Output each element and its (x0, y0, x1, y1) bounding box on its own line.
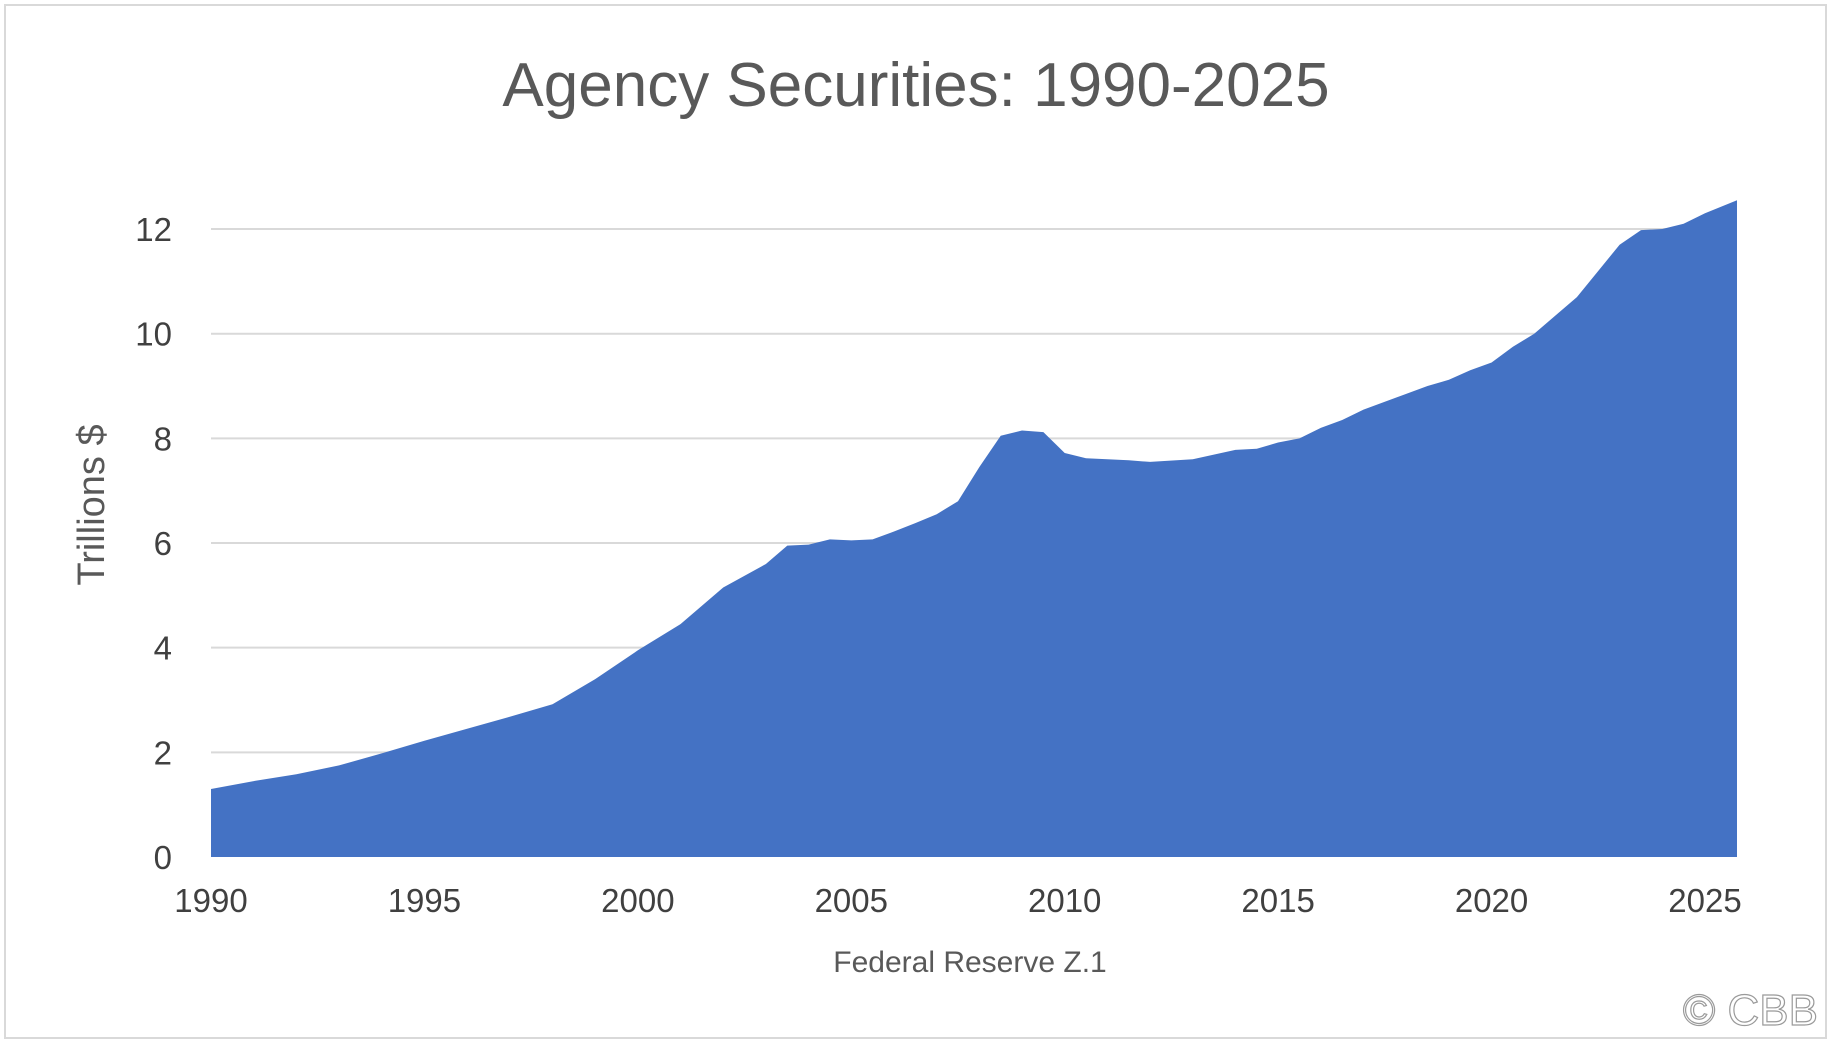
y-tick-label: 6 (154, 525, 172, 562)
y-tick-label: 4 (154, 630, 172, 667)
y-axis-ticks: 0 2 4 6 8 10 12 (135, 211, 172, 876)
x-tick-label: 2010 (1028, 882, 1101, 919)
x-tick-label: 2005 (815, 882, 888, 919)
y-axis-label: Trillions $ (71, 424, 113, 585)
y-tick-label: 8 (154, 420, 172, 457)
y-tick-label: 12 (135, 211, 172, 248)
chart-title: Agency Securities: 1990-2025 (502, 51, 1329, 120)
x-tick-label: 1995 (388, 882, 461, 919)
y-tick-label: 2 (154, 734, 172, 771)
copyright-watermark: © CBB (1683, 986, 1818, 1035)
x-tick-label: 2025 (1668, 882, 1741, 919)
series-area (211, 200, 1737, 858)
x-tick-label: 2015 (1241, 882, 1314, 919)
y-tick-label: 10 (135, 316, 172, 353)
x-axis-label: Federal Reserve Z.1 (833, 946, 1106, 979)
y-tick-label: 0 (154, 839, 172, 876)
x-tick-label: 1990 (174, 882, 247, 919)
x-tick-label: 2000 (601, 882, 674, 919)
x-tick-label: 2020 (1455, 882, 1528, 919)
x-axis-ticks: 1990 1995 2000 2005 2010 2015 2020 2025 (174, 882, 1741, 919)
